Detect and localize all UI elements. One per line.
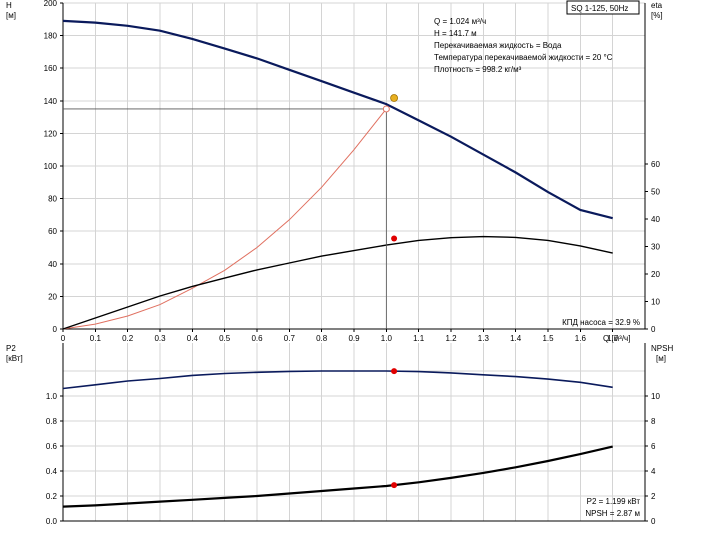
power-point <box>391 368 398 375</box>
x-tick-label: 1.2 <box>445 334 457 343</box>
bottom-axes <box>60 343 648 522</box>
npsh-point <box>391 482 398 489</box>
x-tick-label: 0.5 <box>219 334 231 343</box>
x-tick-label: 1.4 <box>510 334 522 343</box>
head-tick-label: 60 <box>48 227 57 236</box>
eta-axis-unit: [%] <box>651 11 663 20</box>
x-tick-label: 1.0 <box>381 334 393 343</box>
top-series <box>62 19 613 330</box>
head-tick-label: 80 <box>48 195 57 204</box>
x-tick-label: 0.7 <box>284 334 296 343</box>
requested-point <box>382 105 390 113</box>
power-tick-label: 0.2 <box>46 492 58 501</box>
eta-tick-label: 50 <box>651 188 660 197</box>
top-axes <box>60 2 648 332</box>
power-tick-label: 0.6 <box>46 442 58 451</box>
x-tick-label: 0.4 <box>187 334 199 343</box>
info-liquid: Перекачиваемая жидкость = Вода <box>434 41 562 50</box>
npsh-tick-label: 4 <box>651 467 656 476</box>
top-grid <box>62 2 645 330</box>
eta-tick-label: 10 <box>651 298 660 307</box>
head-tick-label: 160 <box>44 64 58 73</box>
eta-tick-label: 30 <box>651 243 660 252</box>
efficiency-label: КПД насоса = 32.9 % <box>562 318 640 327</box>
power-tick-label: 0.4 <box>46 467 58 476</box>
power-label: P2 = 1.199 кВт <box>587 497 641 506</box>
head-axis-title: H <box>6 1 12 10</box>
head-tick-label: 120 <box>44 129 58 138</box>
head-tick-label: 180 <box>44 32 58 41</box>
eta-tick-label: 60 <box>651 160 660 169</box>
npsh-tick-label: 0 <box>651 517 656 526</box>
eta-tick-label: 0 <box>651 325 656 334</box>
efficiency-point <box>391 235 398 242</box>
bottom-grid <box>62 343 645 522</box>
head-tick-label: 40 <box>48 260 57 269</box>
x-tick-label: 1.5 <box>542 334 554 343</box>
npsh-curve <box>62 445 613 508</box>
model-badge: SQ 1-125, 50Hz <box>571 4 628 13</box>
info-temperature: Температура перекачиваемой жидкости = 20… <box>434 53 613 62</box>
head-tick-label: 20 <box>48 292 57 301</box>
npsh-tick-label: 2 <box>651 492 656 501</box>
x-tick-label: 1.1 <box>413 334 425 343</box>
x-tick-label: 0.2 <box>122 334 134 343</box>
head-tick-label: 100 <box>44 162 58 171</box>
power-tick-label: 0.0 <box>46 517 58 526</box>
x-tick-label: 0.3 <box>154 334 166 343</box>
head-tick-label: 0 <box>53 325 58 334</box>
eta-axis-title: eta <box>651 1 663 10</box>
npsh-axis-unit: [м] <box>656 354 666 363</box>
info-head: H = 141.7 м <box>434 29 477 38</box>
x-tick-label: 1.3 <box>478 334 490 343</box>
head-axis-unit: [м] <box>6 11 16 20</box>
power-axis-unit: [кВт] <box>6 354 23 363</box>
npsh-tick-label: 10 <box>651 392 660 401</box>
eta-tick-label: 20 <box>651 270 660 279</box>
bottom-series <box>62 368 613 508</box>
npsh-tick-label: 8 <box>651 417 656 426</box>
power-tick-label: 1.0 <box>46 392 58 401</box>
x-tick-label: 0.8 <box>316 334 328 343</box>
x-tick-label: 0.6 <box>251 334 263 343</box>
head-tick-label: 200 <box>44 0 58 8</box>
eta-tick-label: 40 <box>651 215 660 224</box>
efficiency-curve <box>62 235 613 330</box>
power-curve <box>62 370 613 390</box>
x-tick-label: 0 <box>61 334 66 343</box>
x-tick-label: 0.9 <box>348 334 360 343</box>
x-tick-label: 0.1 <box>90 334 102 343</box>
x-tick-label: 1.7 <box>607 334 619 343</box>
power-axis-title: P2 <box>6 344 16 353</box>
info-density: Плотность = 998.2 кг/м³ <box>434 65 522 74</box>
x-tick-label: 1.6 <box>575 334 587 343</box>
power-tick-label: 0.8 <box>46 417 58 426</box>
system-curve <box>62 108 387 330</box>
model-badge-box <box>566 0 640 15</box>
x-axis-label: Q [м³/ч] <box>603 334 630 343</box>
head-tick-label: 140 <box>44 97 58 106</box>
tick-labels: 0 0.1 0.2 0.3 0.4 0.5 0.6 0.7 0.8 0.9 1.0 1.1 1.2 1.3… <box>44 0 661 526</box>
info-flow: Q = 1.024 м³/ч <box>434 17 486 26</box>
npsh-label: NPSH = 2.87 м <box>585 509 640 518</box>
npsh-tick-label: 6 <box>651 442 656 451</box>
head-curve <box>62 19 613 220</box>
duty-point <box>390 94 398 102</box>
npsh-axis-title: NPSH <box>651 344 673 353</box>
